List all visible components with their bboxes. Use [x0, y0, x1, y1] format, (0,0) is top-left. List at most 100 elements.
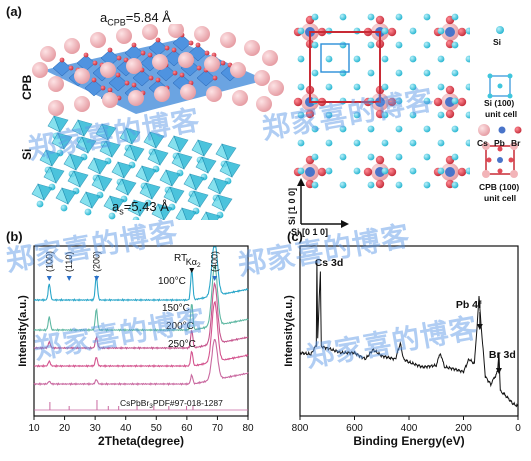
cs-atom [154, 86, 170, 102]
br-atom [457, 97, 467, 107]
si-tetrahedron [111, 161, 125, 179]
pbbr-octahedron [52, 59, 72, 77]
si-atom [381, 27, 389, 35]
si-atom [297, 167, 305, 175]
br-atom [188, 40, 194, 46]
si-atom [36, 200, 44, 208]
si-atom [325, 139, 333, 147]
si-atom [132, 216, 140, 220]
cs-atom [220, 32, 236, 48]
peak-marker-icon [94, 276, 100, 281]
a-cpb-subscript: CPB [107, 17, 126, 28]
br-atom [375, 179, 385, 189]
xps-pb4f-label: Pb 4f [456, 299, 482, 311]
si-atom [367, 13, 375, 21]
br-atom [131, 42, 137, 48]
cs-atom [40, 46, 56, 62]
si-atom [297, 83, 305, 91]
xrd-peak-index-label: (100) [44, 251, 54, 272]
ref-card-main: CsPbBr [120, 398, 149, 408]
si-atom [339, 153, 347, 161]
si-atom [395, 97, 403, 105]
pbbr-octahedron [108, 74, 128, 92]
cs-atom [180, 84, 196, 100]
pbbr-octahedron [196, 69, 216, 87]
cs-atom [178, 52, 194, 68]
legend-si-cell-line2: unit cell [485, 109, 518, 119]
cs-atom [100, 62, 116, 78]
si-tetrahedron [51, 132, 65, 150]
br-atom [195, 42, 201, 48]
cs-atom [48, 76, 64, 92]
peak-marker-icon [212, 276, 218, 281]
si-tetrahedron [103, 195, 117, 213]
peak-marker-icon [46, 276, 52, 281]
br-atom [123, 57, 129, 63]
si-atom [423, 69, 431, 77]
xrd-x-tick-label: 50 [151, 423, 163, 434]
xrd-x-tick-label: 60 [181, 423, 193, 434]
br-atom [140, 50, 146, 56]
cs-atom [116, 28, 132, 44]
si-atom [381, 83, 389, 91]
cs-atom [142, 24, 158, 40]
cs-atom [256, 96, 272, 112]
cs-atom [126, 58, 142, 74]
br-atom [116, 55, 122, 61]
panel-b-label: (b) [6, 229, 23, 244]
si-tetrahedron [55, 187, 69, 205]
br-atom [457, 27, 467, 37]
br-atom [387, 167, 397, 177]
si-atom [339, 69, 347, 77]
br-atom [115, 72, 121, 78]
si-atom [437, 111, 445, 119]
xps-x-tick-label: 200 [455, 423, 472, 434]
br-atom [124, 80, 130, 86]
xrd-series-label: RT [174, 253, 187, 264]
br-atom [445, 109, 455, 119]
br-atom [375, 15, 385, 25]
si-atom [339, 41, 347, 49]
axis-horizontal-label: Si [0 1 0] [291, 227, 329, 237]
si-atom [297, 55, 305, 63]
si-atom [297, 111, 305, 119]
xps-x-tick-label: 800 [292, 423, 309, 434]
cs-atom [64, 38, 80, 54]
ka2-main: Kα [186, 257, 197, 267]
si-tetrahedra-block [31, 115, 241, 220]
axis-vertical-label: Si [1 0 0] [287, 187, 297, 225]
si-tetrahedron [139, 182, 153, 200]
cs-atom [244, 40, 260, 56]
a-cpb-symbol: a [100, 10, 108, 25]
si-atom [353, 83, 361, 91]
xps-cs3d-label: Cs 3d [315, 257, 344, 269]
si-atom [423, 181, 431, 189]
si-atom [423, 41, 431, 49]
si-atom [311, 13, 319, 21]
si-atom [465, 55, 470, 63]
xrd-x-tick-label: 80 [242, 423, 254, 434]
si-tetrahedron [207, 177, 221, 195]
xps-br3d-label: Br 3d [489, 349, 516, 361]
pb-atom [445, 27, 455, 37]
si-tetrahedron [191, 139, 205, 157]
br-atom [131, 82, 137, 88]
pb-atom [305, 167, 315, 177]
si-atom [451, 69, 459, 77]
legend-si-cell-icon [489, 75, 511, 97]
pb4f-arrow-icon [476, 324, 483, 330]
ka2-sub: 2 [197, 262, 201, 269]
si-atom [325, 111, 333, 119]
cs-atom [152, 54, 168, 70]
br-atom [196, 65, 202, 71]
si-tetrahedron [219, 160, 233, 178]
si-atom [465, 111, 470, 119]
si-atom [451, 125, 459, 133]
br-atom [293, 97, 303, 107]
si-atom [465, 83, 470, 91]
si-tetrahedron [167, 135, 181, 153]
si-tetrahedron [123, 144, 137, 162]
br-atom [179, 72, 185, 78]
br3d-arrow-icon [495, 368, 502, 374]
si-atom [325, 55, 333, 63]
